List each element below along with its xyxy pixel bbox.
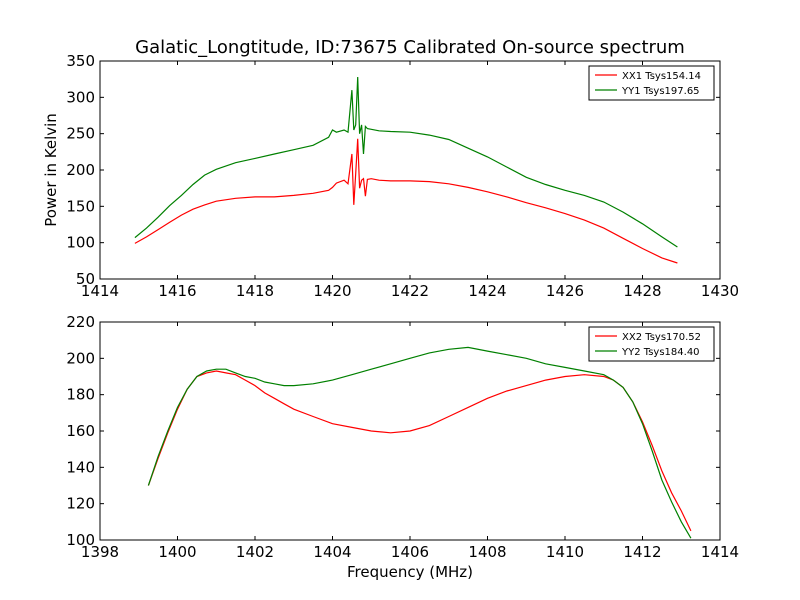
x-tick-label: 1420 xyxy=(313,282,351,300)
y-tick-label: 200 xyxy=(66,161,95,179)
figure-title: Galatic_Longtitude, ID:73675 Calibrated … xyxy=(135,37,685,58)
x-tick-label: 1408 xyxy=(468,543,506,561)
y-tick-label: 140 xyxy=(66,458,95,476)
x-tick-label: 1416 xyxy=(158,282,196,300)
legend: XX2 Tsys170.52 YY2 Tsys184.40 xyxy=(588,326,715,362)
y-tick-label: 120 xyxy=(66,495,95,513)
x-tick-label: 1412 xyxy=(623,543,661,561)
x-tick-label: 1406 xyxy=(391,543,429,561)
x-tick-label: 1428 xyxy=(623,282,661,300)
series-line-2 xyxy=(147,346,692,539)
x-tick-label: 1398 xyxy=(81,543,119,561)
y-tick-label: 350 xyxy=(66,52,95,70)
y-tick-label: 100 xyxy=(66,531,95,549)
x-tick-label: 1422 xyxy=(391,282,429,300)
legend: XX1 Tsys154.14 YY1 Tsys197.65 xyxy=(588,65,715,101)
spectrum-panel-top: 1414 1416 1418 1420 1422 1424 1426 1428 1430 50 10… xyxy=(66,52,739,300)
y-tick-label: 300 xyxy=(66,88,95,106)
x-tick-label: 1430 xyxy=(701,282,739,300)
x-tick-label: 1414 xyxy=(81,282,119,300)
x-tick-label: 1418 xyxy=(236,282,274,300)
y-tick-label: 200 xyxy=(66,349,95,367)
x-tick-label: 1400 xyxy=(158,543,196,561)
legend-box xyxy=(588,65,715,101)
y-tick-label: 220 xyxy=(66,313,95,331)
y-tick-label: 180 xyxy=(66,386,95,404)
y-tick-label: 250 xyxy=(66,125,95,143)
y-tick-label: 150 xyxy=(66,197,95,215)
x-tick-label: 1424 xyxy=(468,282,506,300)
x-tick-label: 1426 xyxy=(546,282,584,300)
y-tick-label: 100 xyxy=(66,234,95,252)
x-tick-label: 1404 xyxy=(313,543,351,561)
y-tick-label: 160 xyxy=(66,422,95,440)
x-axis-label: Frequency (MHz) xyxy=(347,563,473,581)
legend-label: YY2 Tsys184.40 xyxy=(621,347,700,358)
y-axis-label-top: Power in Kelvin xyxy=(42,113,60,227)
legend-label: XX2 Tsys170.52 xyxy=(622,332,701,343)
series-line-1 xyxy=(134,138,678,264)
x-tick-label: 1402 xyxy=(236,543,274,561)
x-tick-label: 1410 xyxy=(546,543,584,561)
x-tick-label: 1414 xyxy=(701,543,739,561)
y-tick-label: 50 xyxy=(76,270,95,288)
spectrum-panel-bottom: 1398 1400 1402 1404 1406 1408 1410 1412 1414 100 1… xyxy=(66,313,739,561)
series-line-2 xyxy=(134,76,678,248)
legend-box xyxy=(588,326,715,362)
legend-label: YY1 Tsys197.65 xyxy=(621,86,700,97)
legend-label: XX1 Tsys154.14 xyxy=(622,71,701,82)
